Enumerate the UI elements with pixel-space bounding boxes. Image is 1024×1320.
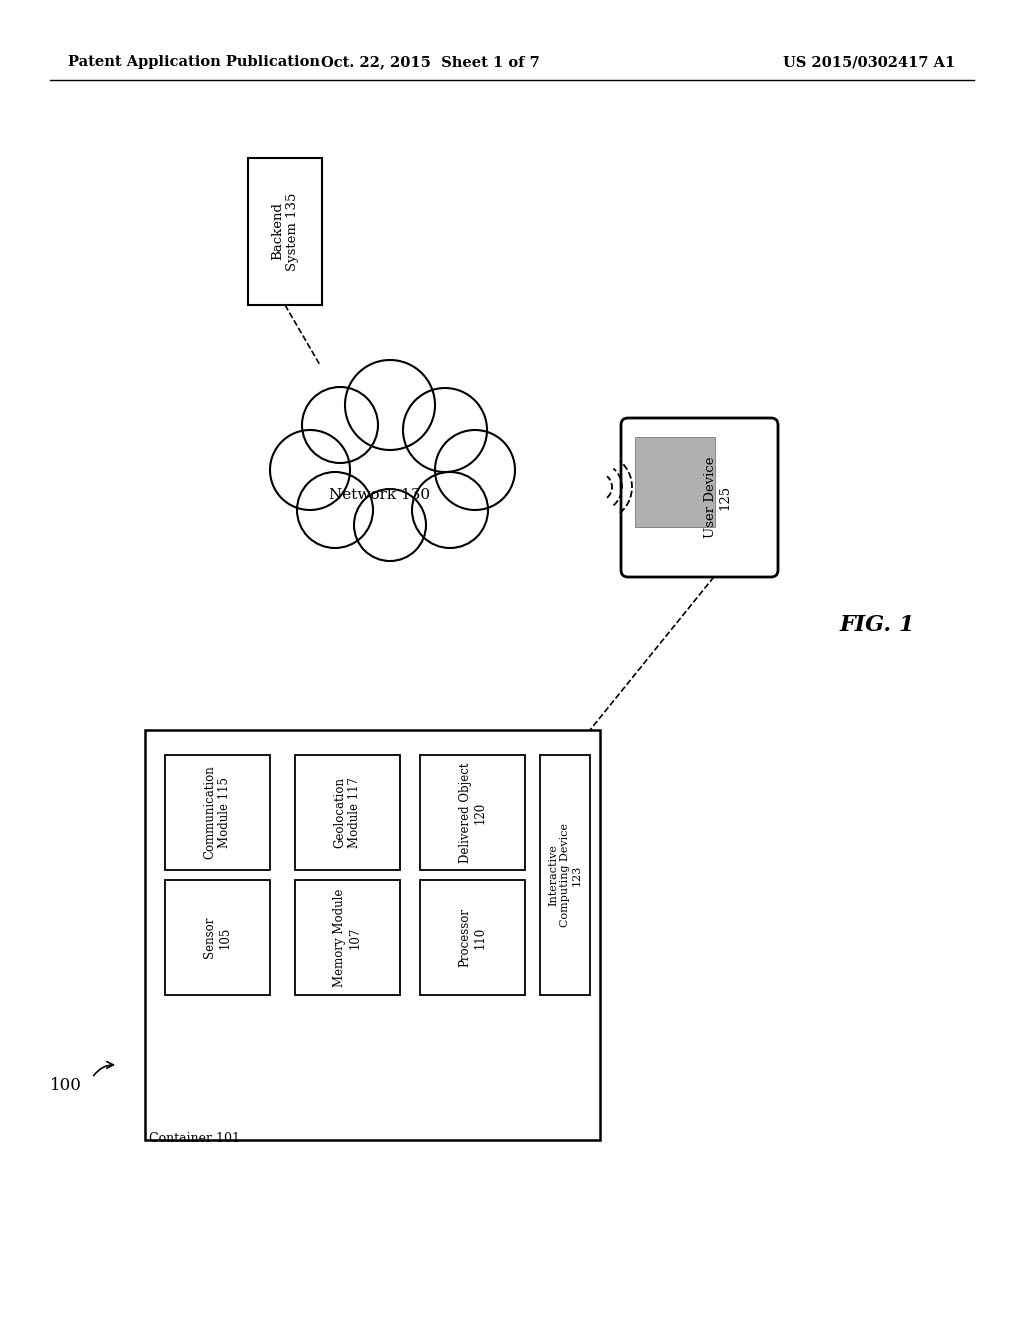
Text: Oct. 22, 2015  Sheet 1 of 7: Oct. 22, 2015 Sheet 1 of 7: [321, 55, 540, 69]
Bar: [165, 755, 270, 870]
Bar: [295, 880, 400, 995]
Bar: [540, 755, 590, 995]
Circle shape: [412, 473, 488, 548]
Bar: [420, 755, 525, 870]
Text: Container 101: Container 101: [150, 1133, 240, 1144]
Bar: [165, 880, 270, 995]
Circle shape: [403, 388, 487, 473]
Text: US 2015/0302417 A1: US 2015/0302417 A1: [782, 55, 955, 69]
Text: Interactive
Computing Device
123: Interactive Computing Device 123: [549, 822, 582, 927]
Text: Processor
110: Processor 110: [459, 908, 486, 968]
Text: Memory Module
107: Memory Module 107: [334, 888, 361, 986]
Bar: [295, 755, 400, 870]
Text: Patent Application Publication: Patent Application Publication: [68, 55, 319, 69]
Text: Geolocation
Module 117: Geolocation Module 117: [334, 777, 361, 847]
Text: Sensor
105: Sensor 105: [204, 917, 231, 958]
Text: FIG. 1: FIG. 1: [840, 614, 915, 636]
Bar: [248, 158, 322, 305]
Circle shape: [302, 387, 378, 463]
Bar: [145, 730, 600, 1140]
Text: Network 130: Network 130: [330, 488, 430, 502]
Text: Communication
Module 115: Communication Module 115: [204, 766, 231, 859]
Text: 100: 100: [50, 1077, 82, 1093]
FancyBboxPatch shape: [621, 418, 778, 577]
Circle shape: [435, 430, 515, 510]
Bar: [635, 437, 715, 527]
Circle shape: [297, 473, 373, 548]
Text: User Device
125: User Device 125: [703, 457, 731, 539]
Text: Delivered Object
120: Delivered Object 120: [459, 762, 486, 863]
Circle shape: [354, 488, 426, 561]
Circle shape: [270, 430, 350, 510]
Bar: [420, 880, 525, 995]
Circle shape: [345, 360, 435, 450]
Text: Backend
System 135: Backend System 135: [271, 193, 299, 271]
